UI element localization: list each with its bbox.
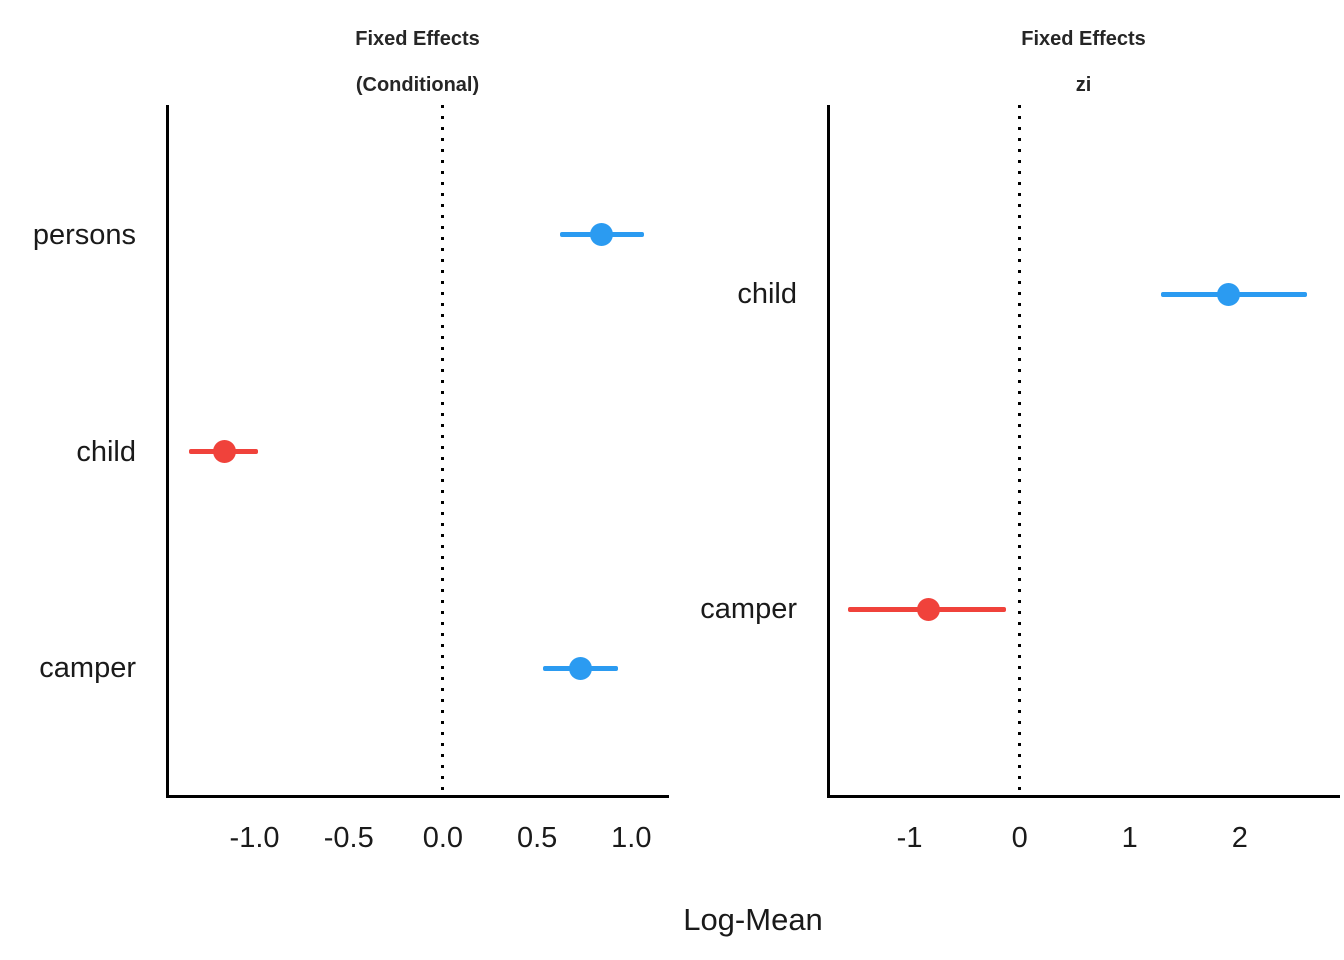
plot-area-conditional — [166, 105, 669, 798]
plot-area-zi — [827, 105, 1340, 798]
y-category-label: child — [737, 278, 797, 310]
y-category-label: camper — [39, 652, 136, 685]
x-tick-label: -0.5 — [323, 822, 374, 854]
x-tick-label: 2 — [1231, 822, 1248, 854]
x-tick-label: -1.0 — [229, 822, 280, 854]
panel-title-conditional: Fixed Effects (Conditional) — [166, 16, 669, 108]
x-tick-label: 0.0 — [422, 822, 464, 854]
x-tick-label: 1 — [1121, 822, 1138, 854]
y-category-label: camper — [700, 593, 797, 625]
point-estimate-marker — [916, 597, 940, 621]
x-tick-label: -1 — [896, 822, 923, 854]
zero-reference-line — [1018, 105, 1022, 798]
panel-title-line2: (Conditional) — [355, 74, 480, 96]
point-estimate-marker — [568, 656, 592, 680]
point-estimate-marker — [589, 223, 613, 247]
x-tick-label: 0 — [1011, 822, 1028, 854]
panel-title-line1: Fixed Effects — [1021, 28, 1146, 50]
x-axis-title: Log-Mean — [683, 902, 823, 937]
zero-reference-line — [441, 105, 445, 798]
y-category-label: persons — [32, 218, 136, 251]
x-tick-label: 0.5 — [516, 822, 558, 854]
panel-title-line2: zi — [1075, 74, 1092, 96]
point-estimate-marker — [212, 440, 236, 463]
panel-title-zi: Fixed Effects zi — [827, 16, 1340, 108]
point-estimate-marker — [1217, 282, 1241, 306]
y-category-label: child — [76, 435, 136, 468]
x-tick-label: 1.0 — [611, 822, 652, 854]
panel-title-line1: Fixed Effects — [355, 28, 480, 50]
